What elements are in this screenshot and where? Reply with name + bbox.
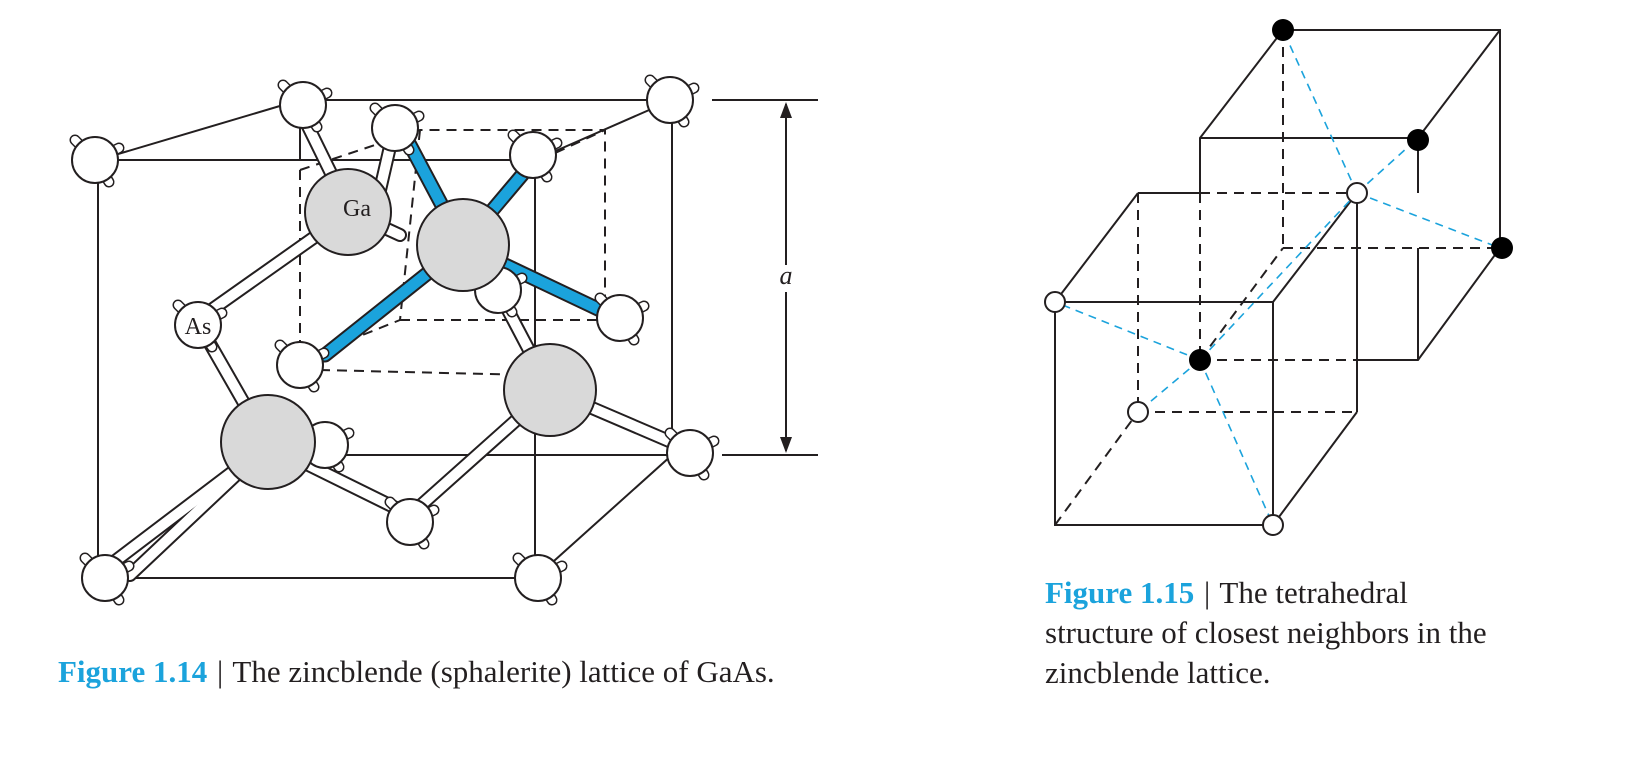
zincblende-lattice-diagram: As Ga a xyxy=(72,77,818,601)
as-atom-labeled: As xyxy=(175,302,222,348)
ga-atom xyxy=(503,343,597,437)
ga-atom xyxy=(220,394,316,490)
figure-1-15-text-line: The tetrahedral xyxy=(1219,575,1408,610)
figure-1-14-caption: Figure 1.14 | The zincblende (sphalerite… xyxy=(58,652,958,692)
lattice-constant-label: a xyxy=(780,261,793,290)
ga-atom-center xyxy=(416,198,510,292)
figure-1-14-label: Figure 1.14 xyxy=(58,654,208,689)
figure-1-15-caption: Figure 1.15 | The tetrahedral structure … xyxy=(1045,573,1605,693)
tetra-hidden-edges xyxy=(1054,30,1500,526)
tetrahedral-bonds xyxy=(1054,29,1501,526)
figure-1-15-label: Figure 1.15 xyxy=(1045,575,1195,610)
ga-atoms xyxy=(220,168,597,490)
ga-atom-labeled xyxy=(304,168,392,256)
ga-label: Ga xyxy=(343,196,371,222)
caption-separator: | xyxy=(217,654,224,689)
tetra-atoms-open xyxy=(1044,182,1368,536)
lattice-constant-dimension xyxy=(712,99,818,456)
as-label: As xyxy=(185,314,212,340)
figure-1-15-text-line: zincblende lattice. xyxy=(1045,655,1271,690)
figure-1-15-text-line: structure of closest neighbors in the xyxy=(1045,615,1487,650)
figure-1-14-text: The zincblende (sphalerite) lattice of G… xyxy=(232,654,775,689)
caption-separator: | xyxy=(1204,575,1211,610)
tetra-atoms-filled xyxy=(1189,19,1513,371)
tetrahedral-structure-diagram xyxy=(1044,19,1513,536)
